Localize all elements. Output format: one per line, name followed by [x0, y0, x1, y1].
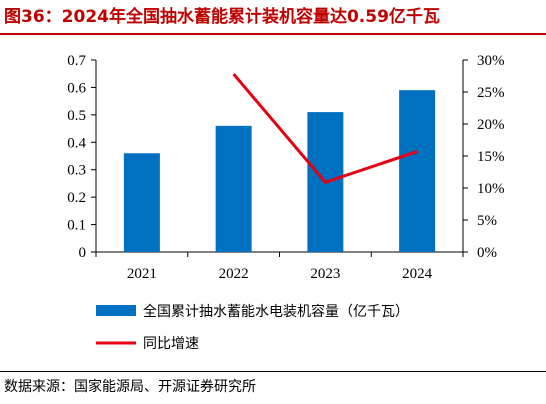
left-tick-label: 0.4: [67, 135, 86, 151]
source-note: 数据来源：国家能源局、开源证券研究所: [4, 379, 256, 395]
left-tick-label: 0.3: [67, 163, 86, 179]
chart-area: 0 0.1 0.2 0.3 0.4 0.5 0.6 0.7 0% 5% 10% 15% 20% 25% 30…: [67, 53, 504, 352]
x-tick-label: 2022: [219, 266, 249, 282]
legend-line-label: 同比增速: [143, 336, 199, 352]
x-tick-label: 2024: [402, 266, 433, 282]
right-tick-label: 30%: [477, 53, 505, 69]
right-tick-label: 20%: [477, 117, 505, 133]
growth-line: [232, 73, 418, 184]
legend-bar-label: 全国累计抽水蓄能水电装机容量（亿千瓦）: [143, 303, 409, 320]
source-divider: [0, 371, 546, 372]
left-tick-label: 0.7: [67, 53, 86, 69]
left-tick-label: 0.5: [67, 108, 86, 124]
bar: [399, 90, 436, 252]
x-tick-label: 2021: [127, 266, 157, 282]
left-tick-label: 0.1: [67, 218, 86, 234]
left-tick-label: 0.2: [67, 190, 86, 206]
right-tick-label: 5%: [477, 213, 497, 229]
left-tick-label: 0.6: [67, 80, 86, 96]
right-tick-label: 15%: [477, 149, 505, 165]
plot-area: 0 0.1 0.2 0.3 0.4 0.5 0.6 0.7 0% 5% 10% 15% 20% 25% 30…: [67, 53, 504, 282]
right-tick-label: 10%: [477, 181, 505, 197]
x-tick-label: 2023: [310, 266, 340, 282]
title-divider: [0, 33, 546, 35]
right-tick-label: 0%: [477, 245, 497, 261]
left-tick-label: 0: [79, 245, 87, 261]
right-tick-label: 25%: [477, 85, 505, 101]
bar: [123, 153, 160, 252]
chart-title: 图36：2024年全国抽水蓄能累计装机容量达0.59亿千瓦: [4, 7, 440, 27]
bar: [215, 125, 252, 252]
legend: 全国累计抽水蓄能水电装机容量（亿千瓦） 同比增速: [96, 303, 409, 352]
legend-bar-swatch: [96, 305, 136, 316]
